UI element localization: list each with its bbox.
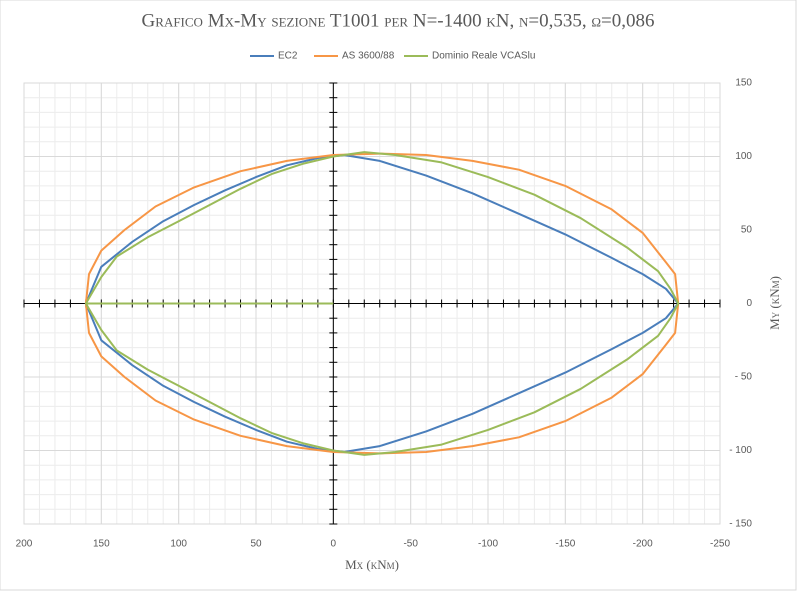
x-tick-label: 0 bbox=[331, 539, 337, 550]
series-line bbox=[84, 151, 680, 456]
y-tick-label: - 50 bbox=[735, 372, 753, 383]
y-tick-label: 50 bbox=[741, 225, 753, 236]
legend-label: EC2 bbox=[278, 51, 298, 62]
chart-title: Grafico Mx-My sezione T1001 per N=-1400 … bbox=[142, 10, 655, 31]
y-tick-label: - 150 bbox=[729, 519, 752, 530]
x-tick-label: 50 bbox=[250, 539, 262, 550]
y-tick-label: 0 bbox=[746, 298, 752, 309]
x-tick-label: -50 bbox=[403, 539, 418, 550]
x-tick-label: -200 bbox=[633, 539, 653, 550]
y-tick-label: - 100 bbox=[729, 445, 752, 456]
x-tick-label: -100 bbox=[478, 539, 498, 550]
x-tick-label: -250 bbox=[710, 539, 730, 550]
x-tick-label: 200 bbox=[16, 539, 33, 550]
legend-label: Dominio Reale VCASlu bbox=[432, 51, 535, 62]
y-tick-label: 100 bbox=[735, 151, 752, 162]
x-tick-label: 150 bbox=[93, 539, 110, 550]
y-axis-label: My (kNm) bbox=[767, 276, 782, 330]
y-tick-label: 150 bbox=[735, 78, 752, 89]
x-tick-label: -150 bbox=[555, 539, 575, 550]
x-axis-label: Mx (kNm) bbox=[345, 557, 399, 572]
legend-label: AS 3600/88 bbox=[342, 51, 395, 62]
x-tick-label: 100 bbox=[170, 539, 187, 550]
